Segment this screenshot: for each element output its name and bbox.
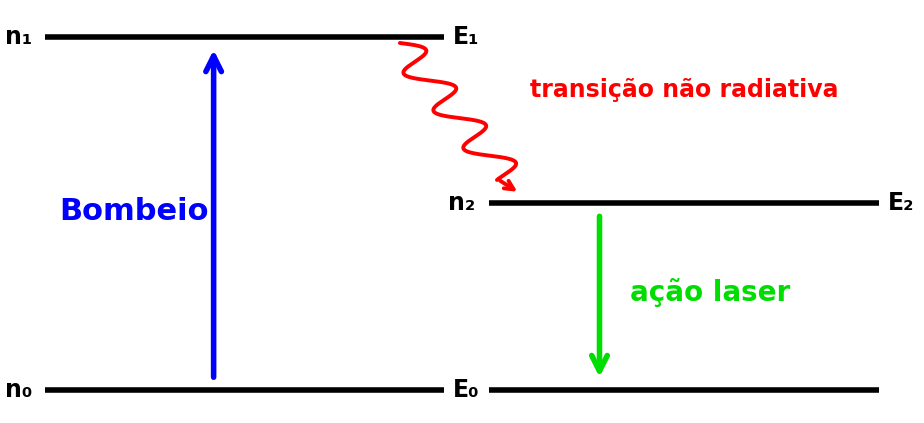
Text: ação laser: ação laser: [630, 278, 791, 307]
Text: n₂: n₂: [448, 191, 475, 215]
Text: n₀: n₀: [5, 378, 31, 402]
Text: E₀: E₀: [453, 378, 480, 402]
Text: Bombeio: Bombeio: [59, 197, 209, 226]
Text: n₁: n₁: [5, 25, 31, 49]
Text: E₂: E₂: [888, 191, 914, 215]
Text: E₁: E₁: [453, 25, 480, 49]
Text: transição não radiativa: transição não radiativa: [529, 78, 838, 102]
